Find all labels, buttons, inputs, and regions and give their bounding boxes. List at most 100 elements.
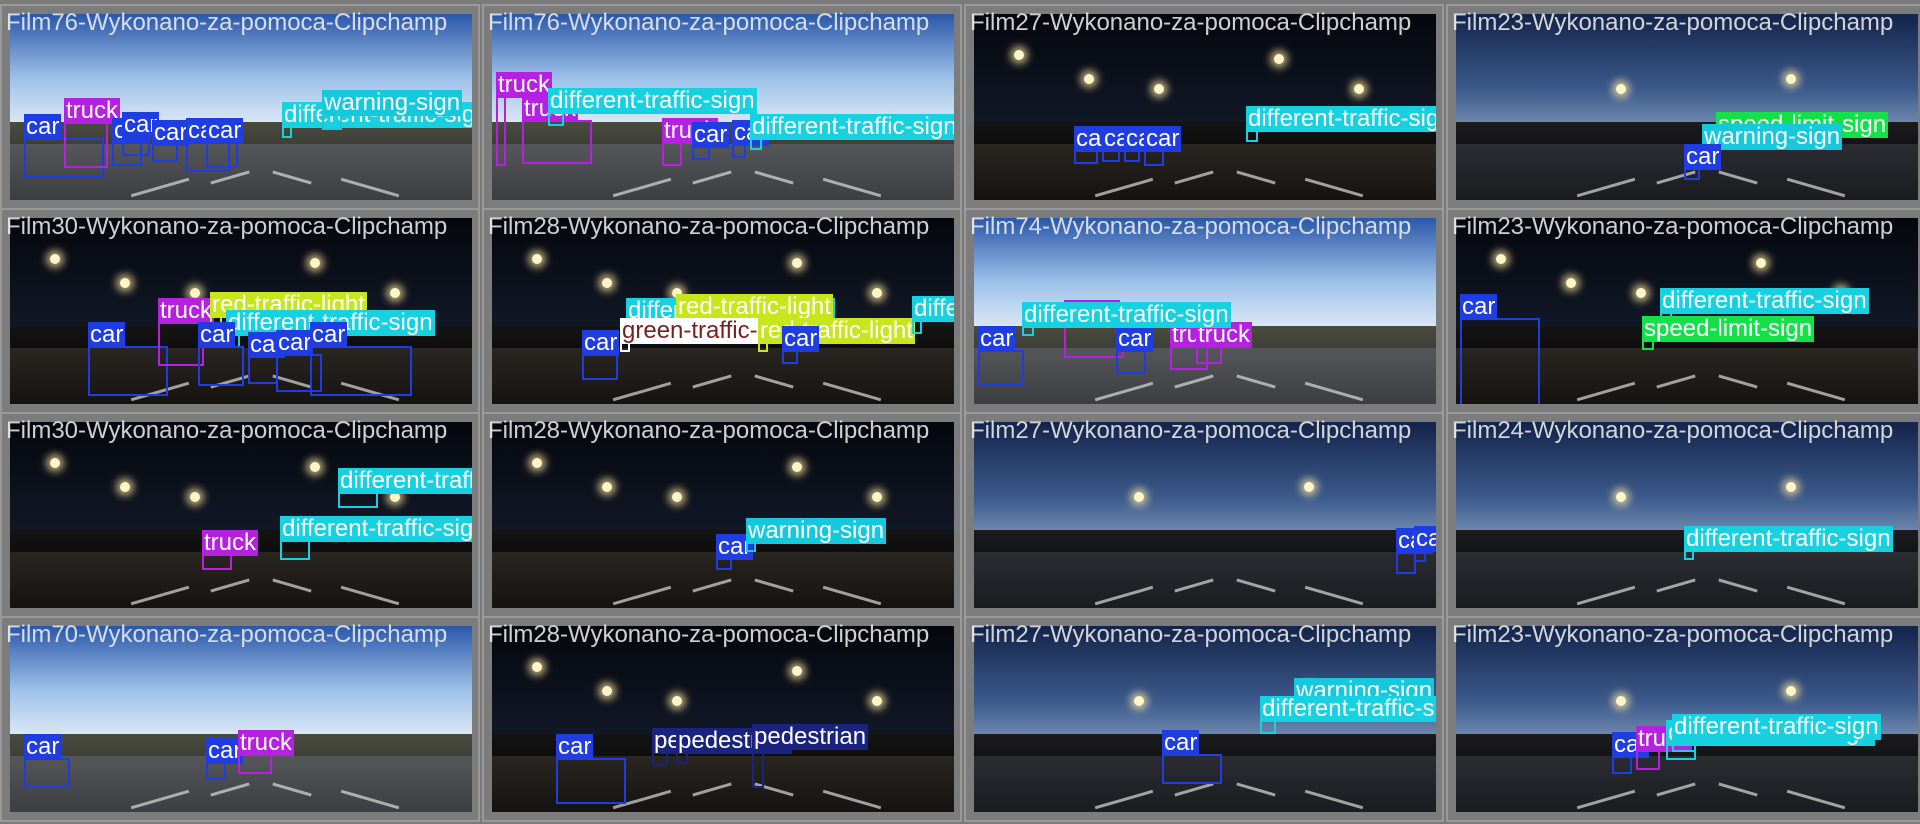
road-scene-photo: car different-traffic-sign speed-limit-sig… (1456, 218, 1918, 404)
bounding-box-truck (496, 96, 506, 166)
bounding-box-different-traffic-sign (912, 320, 922, 334)
tile-title: Film24-Wykonano-za-pomoca-Clipchamp (1452, 417, 1894, 444)
sky-region (974, 422, 1436, 530)
bounding-box-truck (1064, 324, 1124, 358)
mosaic-tile: car different-traffic-sign red-traffic-lig… (482, 208, 962, 414)
bounding-box-truck (522, 120, 592, 164)
mosaic-tile: cartruckred-traffic-lightdifferent-traff… (0, 208, 480, 414)
bounding-box-car (1162, 754, 1222, 784)
bounding-box-car (1144, 150, 1164, 166)
bounding-box-car (782, 350, 798, 364)
mosaic-tile: speed-limit-signwarning-signcarFilm23-Wy… (1446, 4, 1920, 210)
detection-label-car: car (1116, 325, 1154, 352)
street-lamp (1636, 288, 1646, 298)
street-lamp (872, 492, 882, 502)
bounding-box-car (692, 146, 710, 160)
tile-title: Film76-Wykonano-za-pomoca-Clipchamp (488, 9, 930, 36)
detection-label-car: car (556, 733, 594, 760)
bounding-box-car (732, 144, 746, 158)
street-lamp (50, 458, 60, 468)
mosaic-tile: carcarFilm27-Wykonano-za-pomoca-Clipcham… (964, 412, 1444, 618)
tile-title: Film76-Wykonano-za-pomoca-Clipchamp (6, 9, 448, 36)
detection-label-red-traffic-light: red-traffic-light (676, 293, 833, 320)
detection-label-car: car (310, 321, 348, 348)
bounding-box-car (1460, 318, 1540, 404)
tile-title: Film23-Wykonano-za-pomoca-Clipchamp (1452, 9, 1894, 36)
street-lamp (1496, 254, 1506, 264)
street-lamp (1786, 74, 1796, 84)
detection-label-different-traffic-sign: different-traffic-sign (1660, 287, 1869, 314)
bounding-box-car (206, 142, 238, 168)
street-lamp (1354, 84, 1364, 94)
detection-label-car: car (582, 329, 620, 356)
bounding-box-car (1074, 150, 1098, 164)
detection-label-different-traffic-sign: different-traffic-sign (1684, 525, 1893, 552)
street-lamp (672, 492, 682, 502)
tile-title: Film27-Wykonano-za-pomoca-Clipchamp (970, 417, 1412, 444)
detection-label-car: car (206, 737, 244, 764)
street-lamp (602, 686, 612, 696)
tile-title: Film27-Wykonano-za-pomoca-Clipchamp (970, 9, 1412, 36)
mosaic-tile: car warning-sign Film28-Wykonano-za-pomoca… (482, 412, 962, 618)
street-lamp (190, 492, 200, 502)
street-lamp (602, 482, 612, 492)
detection-label-car: car (1460, 293, 1498, 320)
street-lamp (1304, 482, 1314, 492)
detection-label-pedestrian: pedestrian (752, 723, 869, 750)
detection-label-car: car (24, 113, 62, 140)
bounding-box-car (310, 346, 412, 396)
detection-label-car: car (1414, 526, 1436, 552)
tile-title: Film28-Wykonano-za-pomoca-Clipchamp (488, 621, 930, 648)
sky-region (1456, 14, 1918, 122)
bounding-box-car (24, 758, 70, 788)
bounding-box-car (1116, 350, 1146, 374)
detection-label-different-traffic-sign: different-traffic-sign (1672, 713, 1881, 740)
detection-label-truck: truck (202, 529, 259, 556)
bounding-box-car (198, 346, 244, 386)
bounding-box-car (582, 354, 618, 380)
sky-region (974, 14, 1436, 122)
detection-label-different-traffic-sign: different-traffic-sign (338, 468, 472, 494)
detection-label-car: car (1162, 729, 1200, 756)
street-lamp (310, 258, 320, 268)
mosaic-tile: different-traffic-sign different-traffic-… (0, 412, 480, 618)
street-lamp (532, 662, 542, 672)
street-lamp (792, 258, 802, 268)
bounding-box-truck (202, 554, 232, 570)
bounding-box-pedestrian (752, 748, 764, 788)
tile-title: Film23-Wykonano-za-pomoca-Clipchamp (1452, 621, 1894, 648)
detection-label-warning-sign: warning-sign (1702, 123, 1843, 150)
mosaic-tile: carpedestrianpedestrianpedestrianFilm28-… (482, 616, 962, 822)
tile-title: Film70-Wykonano-za-pomoca-Clipchamp (6, 621, 448, 648)
road-scene-photo: cartruckcartrucktruckdifferent-traffic-s… (974, 218, 1436, 404)
street-lamp (1786, 482, 1796, 492)
bounding-box-car (1612, 756, 1632, 774)
detection-label-different-traffic-sign: different-traffic-sign (1260, 696, 1436, 722)
detection-label-car: car (206, 117, 244, 144)
bounding-box-truck (64, 122, 108, 168)
detection-label-different-traffic-sign: different-traffic-sign (1022, 301, 1231, 328)
tile-title: Film23-Wykonano-za-pomoca-Clipchamp (1452, 213, 1894, 240)
street-lamp (1084, 74, 1094, 84)
street-lamp (120, 278, 130, 288)
detection-label-different-traffic-sign: different-traffic-sign (750, 114, 954, 140)
sky-region (492, 626, 954, 734)
street-lamp (532, 254, 542, 264)
bounding-box-different-traffic-sign (280, 540, 310, 560)
road-scene-photo: cartruckdifferent-traffic-signdifferent-… (1456, 626, 1918, 812)
detection-label-car: car (692, 121, 730, 148)
street-lamp (792, 462, 802, 472)
street-lamp (1616, 696, 1626, 706)
detection-label-car: car (1144, 125, 1182, 152)
road-scene-photo: car warning-sign (492, 422, 954, 608)
street-lamp (1274, 54, 1284, 64)
street-lamp (310, 462, 320, 472)
mosaic-tile: car car car car different-traffic-sign Film27… (964, 4, 1444, 210)
detection-label-truck: truck (64, 97, 121, 124)
street-lamp (1786, 686, 1796, 696)
street-lamp (1154, 84, 1164, 94)
mosaic-tile: warning-signdifferent-traffic-signcarFil… (964, 616, 1444, 822)
bounding-box-different-traffic-sign (1260, 720, 1276, 734)
mosaic-tile: car car truck Film70-Wykonano-za-pomoca-Cli… (0, 616, 480, 822)
